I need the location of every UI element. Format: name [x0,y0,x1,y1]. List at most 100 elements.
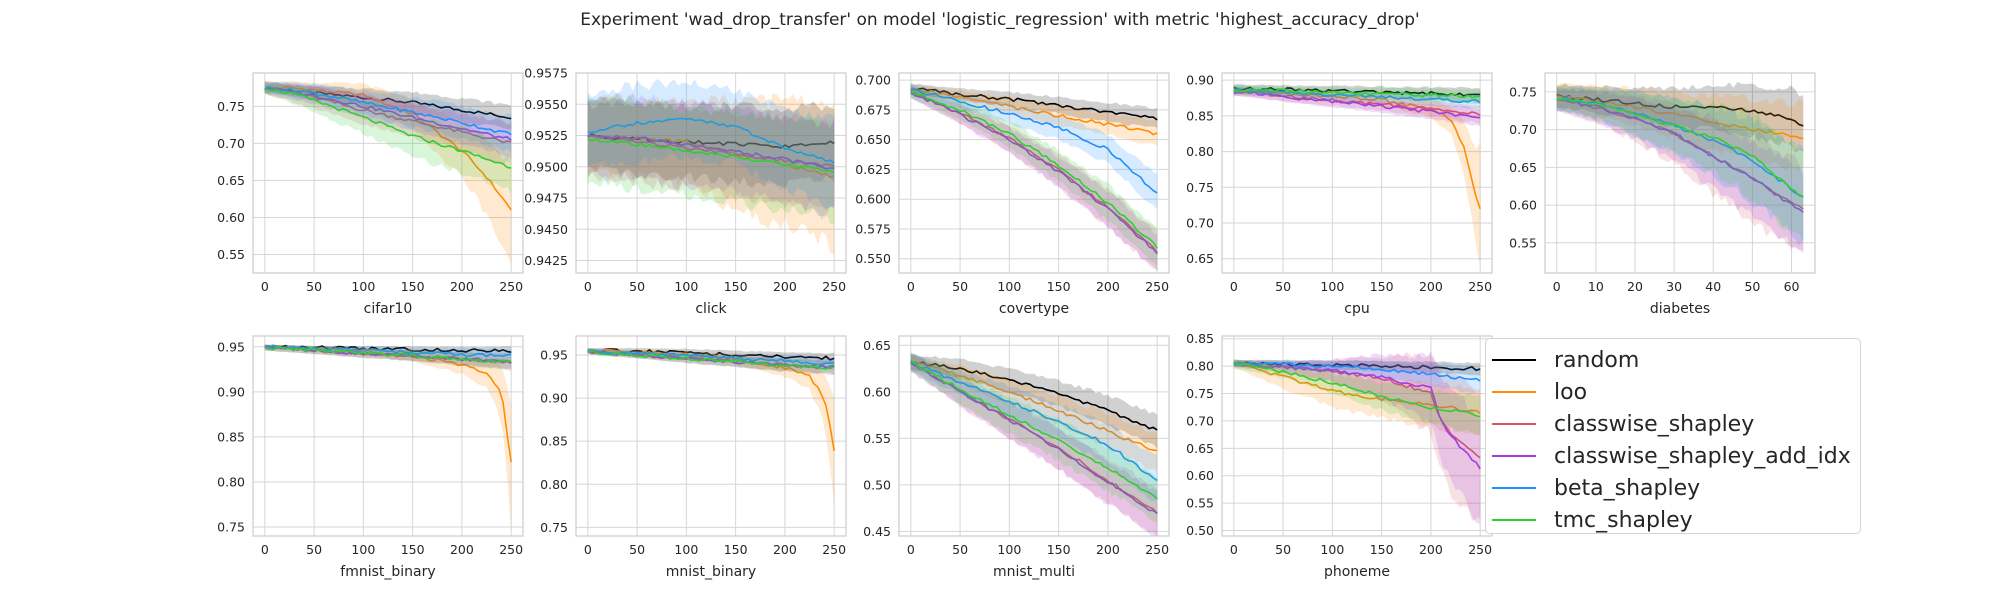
subplot-diabetes: 0 10 20 30 40 50 60 0.55 0.60 0.65 0.70 0.75 diabete… [1509,72,1816,317]
line-tmc-shapley [1233,88,1481,99]
x-tick-label: 250 [822,279,846,294]
legend-label: beta_shapley [1554,475,1701,501]
line-classwise-shapley-add-idx [1556,98,1804,213]
plot-frame [575,335,847,537]
band-tmc-shapley [910,86,1158,266]
subplot-cifar10: 0 50 100 150 200 250 0.55 0.60 0.65 0.70 0.75 cifar… [217,72,524,317]
band-classwise-shapley-add-idx [1556,87,1804,254]
y-tick-label: 0.55 [863,431,891,446]
x-tick-label: 100 [674,279,698,294]
subplot-mnist-binary: 0 50 100 150 200 250 0.75 0.80 0.85 0.90 0.95 mnist… [540,335,847,580]
legend-item-classwise-shapley: classwise_shapley [1492,409,1754,439]
x-tick-label: 200 [450,279,474,294]
y-tick-label: 0.55 [1186,496,1214,511]
band-beta-shapley [1233,359,1481,394]
y-tick-label: 0.55 [217,247,245,262]
x-tick-label: 30 [1666,279,1682,294]
x-tick-label: 100 [674,542,698,557]
y-tick-label: 0.90 [217,384,245,399]
subplot-mnist-multi: 0 50 100 150 200 250 0.45 0.50 0.55 0.60 0.65 mnist… [863,335,1170,580]
y-tick-label: 0.9450 [524,222,568,237]
x-tick-label: 50 [1275,542,1291,557]
legend-label: random [1554,347,1640,373]
line-tmc-shapley [1556,98,1804,198]
x-tick-label: 250 [1145,279,1169,294]
line-loo [910,360,1158,452]
line-beta-shapley [264,344,512,358]
band-classwise-shapley [1556,88,1804,251]
line-tmc-shapley [264,346,512,364]
x-tick-label: 150 [724,542,748,557]
y-tick-label: 0.75 [1186,180,1214,195]
x-tick-label: 60 [1784,279,1800,294]
band-classwise-shapley-add-idx [910,353,1158,536]
legend-item-beta-shapley: beta_shapley [1492,473,1700,503]
legend-swatch-classwise-shapley [1492,423,1536,425]
legend-label: classwise_shapley [1554,411,1755,437]
x-tick-label: 250 [1468,279,1492,294]
plot-area [1222,73,1492,273]
x-axis-label: phoneme [1324,564,1390,580]
y-tick-label: 0.85 [540,434,568,449]
line-beta-shapley [1233,361,1481,382]
x-tick-label: 0 [584,279,592,294]
band-tmc-shapley [1233,358,1481,435]
y-tick-label: 0.80 [1186,144,1214,159]
y-tick-label: 0.550 [855,251,891,266]
x-tick-label: 10 [1588,279,1604,294]
legend-swatch-beta-shapley [1492,487,1536,489]
x-tick-label: 0 [1230,542,1238,557]
band-random [587,100,835,190]
y-tick-label: 0.9525 [524,128,568,143]
x-tick-label: 250 [1468,542,1492,557]
line-beta-shapley [910,361,1158,482]
band-tmc-shapley [587,93,835,225]
legend-label: tmc_shapley [1554,507,1693,533]
x-axis-label: fmnist_binary [340,564,435,580]
x-tick-label: 150 [1370,542,1394,557]
legend-item-loo: loo [1492,377,1587,407]
band-classwise-shapley-add-idx [587,92,835,217]
y-tick-label: 0.80 [540,477,568,492]
line-random [1556,93,1804,127]
y-tick-label: 0.65 [1509,160,1537,175]
band-tmc-shapley [264,81,512,194]
x-axis-label: cpu [1344,301,1369,317]
y-tick-label: 0.60 [217,210,245,225]
x-tick-label: 150 [724,279,748,294]
y-tick-label: 0.70 [1186,413,1214,428]
legend-label: loo [1554,379,1588,405]
plot-frame [1221,72,1493,274]
y-tick-label: 0.60 [1509,198,1537,213]
x-tick-label: 40 [1705,279,1721,294]
line-tmc-shapley [1233,361,1481,418]
legend-swatch-random [1492,359,1536,361]
x-tick-label: 50 [629,542,645,557]
x-tick-label: 200 [450,542,474,557]
x-tick-label: 0 [584,542,592,557]
line-beta-shapley [587,117,835,164]
x-axis-label: diabetes [1650,301,1710,317]
x-tick-label: 50 [629,279,645,294]
line-tmc-shapley [910,90,1158,249]
y-tick-label: 0.9425 [524,253,568,268]
legend-label: classwise_shapley_add_idx [1554,443,1851,469]
subplot-phoneme: 0 50 100 150 200 250 0.50 0.55 0.60 0.65 0.70 0.75 0… [1186,331,1493,580]
y-tick-label: 0.675 [855,102,891,117]
plot-area [253,336,523,536]
x-tick-label: 0 [261,279,269,294]
plot-frame [252,335,524,537]
x-tick-label: 150 [1047,279,1071,294]
band-beta-shapley [910,83,1158,210]
band-beta-shapley [1556,85,1804,246]
x-tick-label: 150 [401,279,425,294]
line-beta-shapley [264,86,512,136]
y-tick-label: 0.95 [217,339,245,354]
y-tick-label: 0.55 [1509,235,1537,250]
plot-frame [252,72,524,274]
band-loo [910,353,1158,472]
x-tick-label: 200 [773,279,797,294]
x-tick-label: 150 [401,542,425,557]
y-tick-label: 0.9475 [524,191,568,206]
